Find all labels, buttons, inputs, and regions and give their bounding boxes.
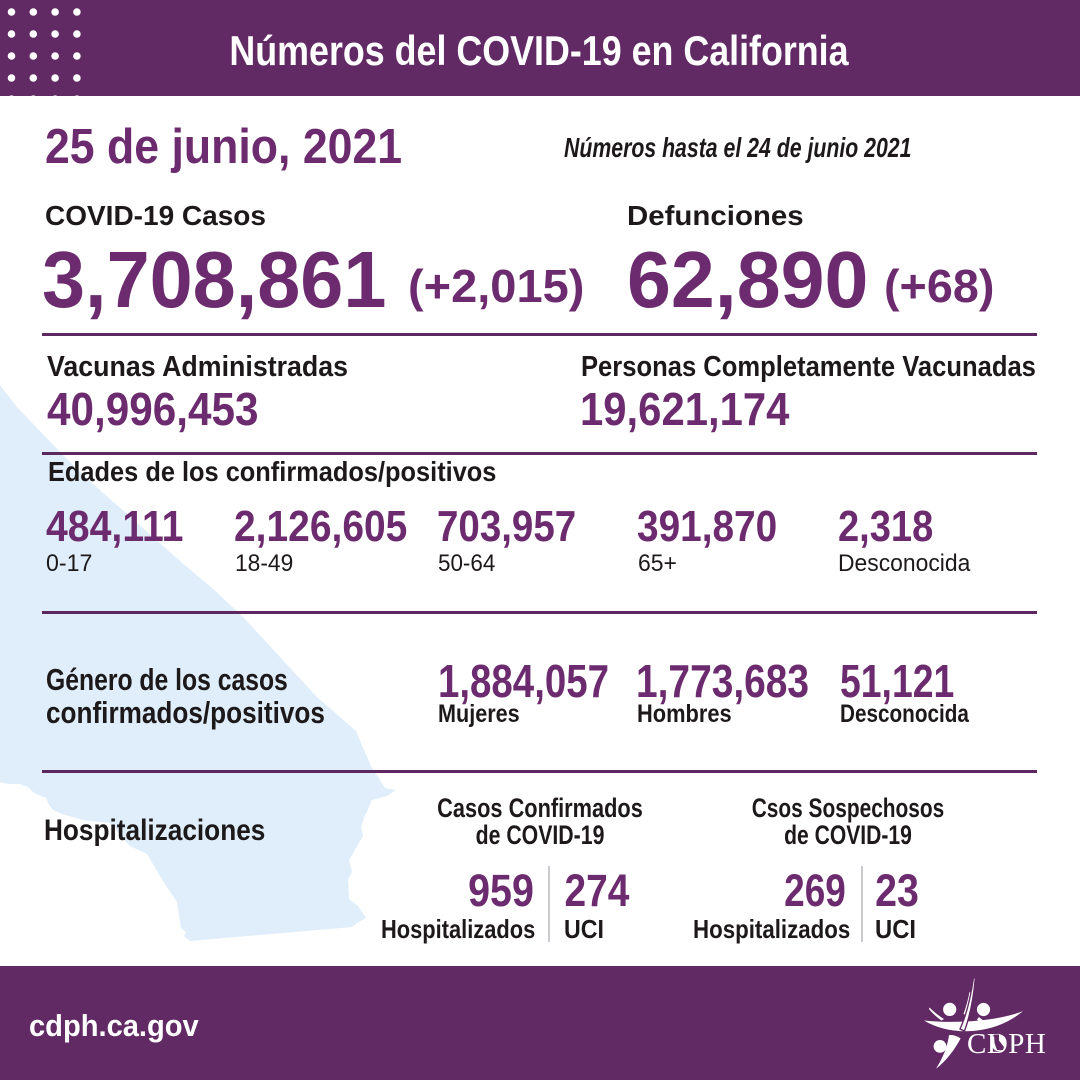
svg-text:CDPH: CDPH [967,1028,1046,1060]
